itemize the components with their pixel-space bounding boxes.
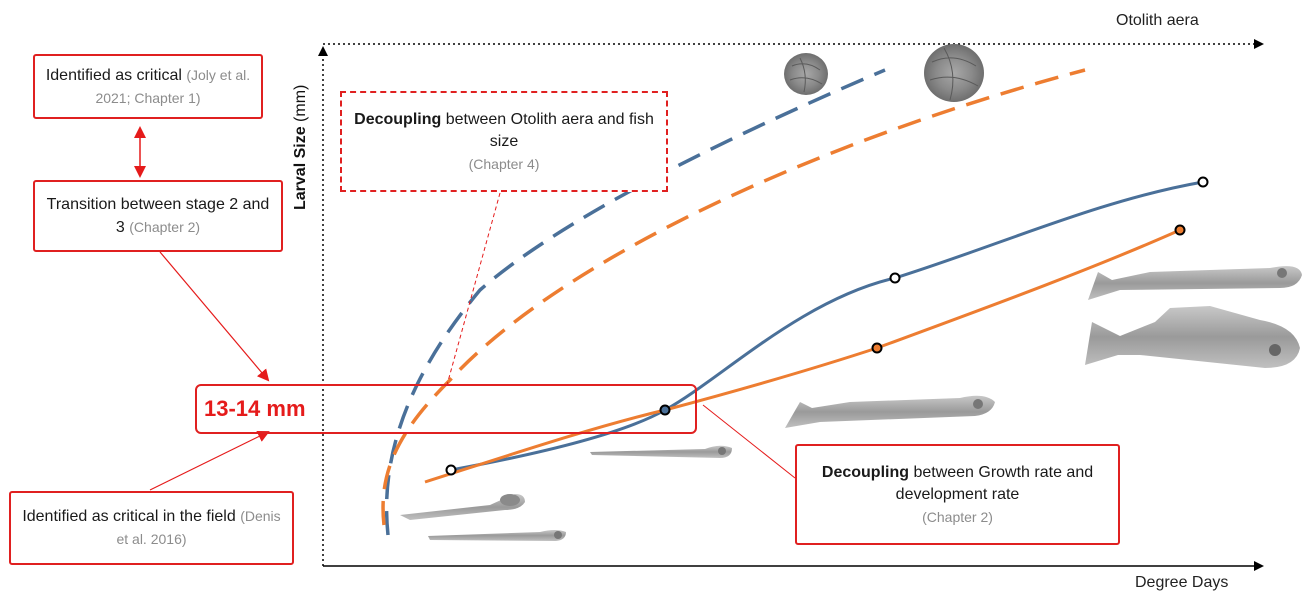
critical-field-box: Identified as critical in the field (Den…: [9, 491, 294, 565]
transition-arrow: [159, 251, 270, 382]
decoupling-growth-box: Decoupling between Growth rate and devel…: [795, 444, 1120, 545]
point-blue: [889, 272, 901, 284]
x-axis-label: Degree Days: [1135, 574, 1229, 591]
point-orange: [871, 342, 883, 354]
field-arrow: [149, 431, 270, 491]
otolith-icon: [784, 53, 828, 95]
critical-joly-box: Identified as critical (Joly et al. 2021…: [33, 54, 263, 119]
larva-icon: [1088, 266, 1302, 300]
growth-curve-blue: [450, 180, 1204, 472]
transition-box: Transition between stage 2 and 3 (Chapte…: [33, 180, 283, 252]
larva-icon: [590, 445, 732, 458]
otolith-icon: [924, 44, 984, 102]
growth-decoupling-pointer: [702, 404, 796, 479]
point-orange: [1174, 224, 1186, 236]
larva-icon: [428, 530, 566, 541]
larva-icon: [785, 395, 995, 428]
y-axis-label: Larval Size (mm): [292, 84, 309, 210]
otolith-axis-label: Otolith aera: [1116, 12, 1199, 29]
threshold-band: [195, 384, 697, 434]
larva-icon: [1085, 306, 1300, 368]
growth-curve-orange: [424, 228, 1181, 484]
point-shared: [659, 404, 671, 416]
larva-icon: [400, 494, 525, 520]
decoupling-otolith-box: Decoupling between Otolith aera and fish…: [340, 91, 668, 192]
otolith-decoupling-pointer: [446, 192, 501, 386]
point-blue: [445, 464, 457, 476]
threshold-label: 13-14 mm: [204, 396, 306, 421]
otolith-curve-blue: [384, 68, 886, 536]
point-blue: [1197, 176, 1209, 188]
